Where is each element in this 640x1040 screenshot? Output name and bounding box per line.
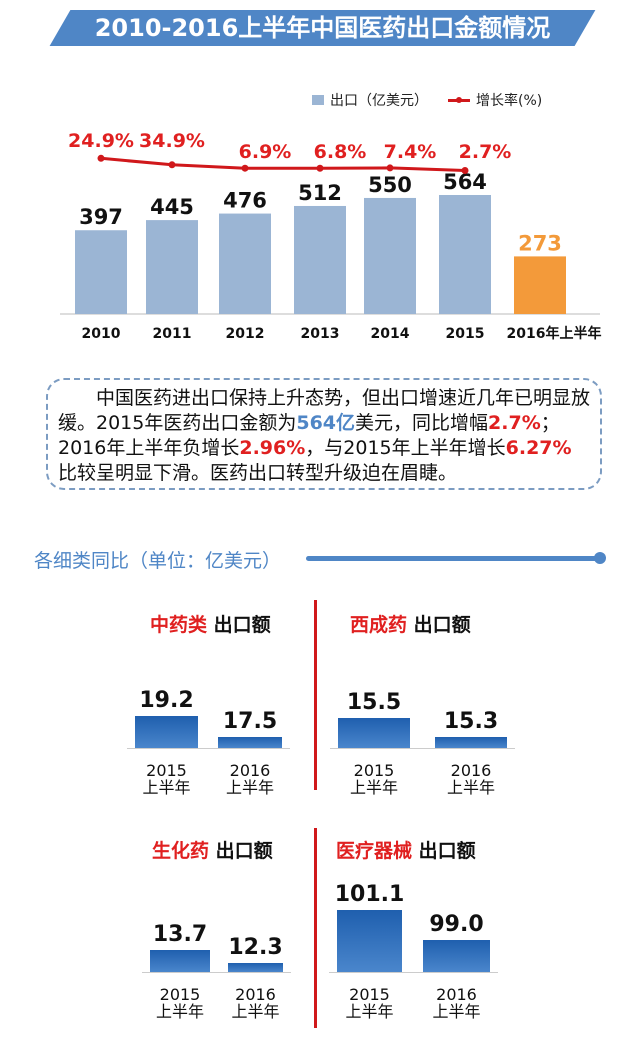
growth-point	[316, 164, 324, 172]
section-heading: 各细类同比（单位：亿美元）	[34, 550, 282, 572]
bar-value-label: 99.0	[429, 912, 484, 937]
bar	[218, 737, 282, 748]
growth-point	[241, 164, 249, 172]
note-text: 美元，同比增幅	[355, 412, 489, 434]
x-axis	[142, 972, 291, 973]
bar-value-label: 397	[79, 205, 123, 229]
bar	[514, 256, 566, 314]
panel-category: 生化药	[152, 840, 210, 862]
bar-value-label: 550	[368, 173, 412, 197]
note-value: 2.7%	[488, 412, 541, 434]
panel-divider	[314, 828, 317, 1028]
section-divider-dot	[594, 552, 606, 564]
note-text: ；2016年上半年负增长	[58, 412, 560, 459]
bar	[75, 230, 127, 314]
legend-line-swatch	[448, 96, 470, 103]
panel-category: 西成药	[350, 614, 408, 636]
bar-value-label: 445	[150, 195, 194, 219]
bar	[219, 213, 271, 314]
panel-metric: 出口额	[418, 840, 476, 862]
page-title: 2010-2016上半年中国医药出口金额情况	[94, 14, 551, 42]
note-text: ，与2015年上半年增长	[305, 437, 506, 459]
x-tick-label: 2015 上半年	[349, 761, 398, 797]
section-divider	[306, 556, 598, 561]
x-tick-label: 2014	[371, 326, 410, 342]
x-tick-label: 2015	[446, 326, 485, 342]
x-tick-label: 2015 上半年	[155, 985, 204, 1021]
note-value: 564亿	[296, 412, 356, 434]
growth-label: 24.9%	[68, 130, 134, 152]
panel-title: 西成药 出口额	[350, 610, 471, 637]
growth-label: 2.7%	[459, 141, 512, 163]
growth-point	[386, 164, 394, 172]
panel-metric: 出口额	[213, 614, 271, 636]
x-tick-label: 2012	[226, 326, 265, 342]
bar	[294, 205, 346, 314]
bar	[135, 716, 198, 748]
legend: 出口（亿美元） 增长率(%)	[312, 90, 542, 110]
bar-value-label: 15.3	[443, 709, 499, 734]
x-tick-label: 2016年上半年	[507, 325, 602, 342]
x-tick-label: 2015 上半年	[345, 985, 394, 1021]
bar-value-label: 15.5	[346, 690, 402, 715]
x-axis	[127, 748, 290, 749]
summary-note: 中国医药进出口保持上升态势，但出口增速近几年已明显放缓。2015年医药出口金额为…	[46, 378, 602, 490]
x-tick-label: 2016 上半年	[225, 761, 274, 797]
growth-label: 6.9%	[239, 141, 292, 163]
note-text: 中国医药进出口保持上升态势，但出口增速近几年已明显放缓。2015年医药出口金额为	[58, 387, 591, 434]
x-axis	[330, 748, 515, 749]
bar-value-label: 101.1	[334, 882, 405, 907]
bar	[435, 737, 507, 748]
bar	[228, 963, 283, 972]
bar-value-label: 13.7	[152, 922, 208, 947]
panel-divider	[314, 600, 317, 790]
x-tick-label: 2016 上半年	[446, 761, 495, 797]
panel-metric: 出口额	[413, 614, 471, 636]
x-tick-label: 2016 上半年	[231, 985, 280, 1021]
x-tick-label: 2011	[153, 326, 192, 342]
main-chart: 3972010445201147620125122013550201456420…	[60, 130, 602, 342]
growth-point	[168, 161, 176, 169]
bar	[338, 718, 410, 748]
bar	[364, 197, 416, 314]
growth-label: 34.9%	[139, 130, 205, 152]
legend-growth: 增长率(%)	[476, 93, 543, 109]
panel-category: 中药类	[150, 614, 208, 636]
growth-line	[100, 156, 466, 173]
x-tick-label: 2015 上半年	[142, 761, 191, 797]
bar	[146, 220, 198, 314]
x-tick-label: 2013	[301, 326, 340, 342]
bar-value-label: 476	[223, 189, 267, 213]
note-value: 6.27%	[505, 437, 572, 459]
bar	[439, 194, 491, 314]
bar-value-label: 19.2	[139, 688, 194, 713]
panel-category: 医疗器械	[336, 840, 413, 862]
bar	[423, 940, 490, 972]
x-tick-label: 2010	[82, 326, 121, 342]
bar	[337, 910, 402, 972]
legend-bar-swatch	[312, 95, 324, 105]
x-tick-label: 2016 上半年	[432, 985, 481, 1021]
growth-label: 7.4%	[384, 141, 437, 163]
x-axis	[329, 972, 498, 973]
bar-value-label: 17.5	[222, 709, 278, 734]
bar-value-label: 273	[518, 231, 562, 255]
bar-value-label: 12.3	[228, 935, 283, 960]
bar	[150, 950, 210, 972]
panel-metric: 出口额	[215, 840, 273, 862]
bar-value-label: 512	[298, 181, 342, 205]
panel-title: 生化药 出口额	[152, 836, 273, 863]
growth-label: 6.8%	[314, 141, 367, 163]
panel-title: 医疗器械 出口额	[336, 836, 476, 863]
growth-point	[97, 154, 105, 162]
note-value: 2.96%	[239, 437, 306, 459]
legend-export: 出口（亿美元）	[330, 93, 428, 109]
note-text: 比较呈明显下滑。医药出口转型升级迫在眉睫。	[58, 462, 458, 484]
panel-title: 中药类 出口额	[150, 610, 271, 637]
growth-point	[461, 167, 469, 175]
